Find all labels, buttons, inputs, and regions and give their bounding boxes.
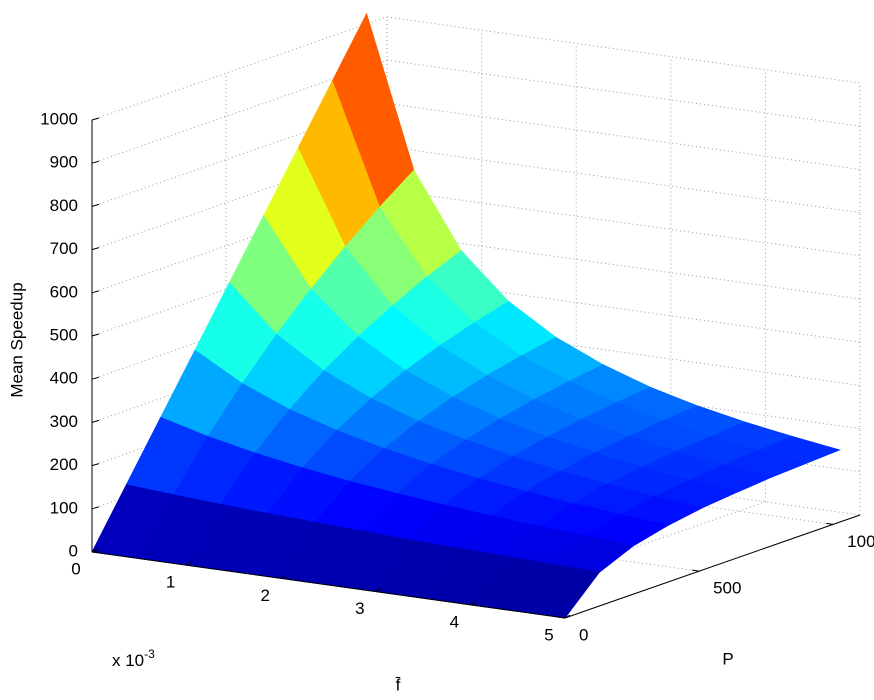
z-tick xyxy=(91,333,100,337)
y-tick-label: 1000 xyxy=(847,532,874,551)
x-tick-label: 4 xyxy=(450,612,459,631)
z-tick-label: 500 xyxy=(50,325,78,344)
z-tick xyxy=(91,160,100,164)
z-tick xyxy=(91,506,100,510)
x-multiplier: x 10-3 xyxy=(112,647,155,670)
z-tick-label: 100 xyxy=(50,498,78,517)
grid-line xyxy=(386,146,861,214)
grid-line xyxy=(386,16,861,84)
z-tick-label: 0 xyxy=(69,541,78,560)
x-tick xyxy=(91,548,98,553)
z-tick-label: 1000 xyxy=(40,109,78,128)
grid-line xyxy=(386,59,861,127)
y-axis-label: P xyxy=(722,649,733,668)
y-tick xyxy=(557,616,566,619)
x-axis-label: f̄ xyxy=(395,675,401,694)
z-tick xyxy=(91,290,100,294)
z-tick-label: 400 xyxy=(50,369,78,388)
z-tick xyxy=(91,203,100,207)
x-tick xyxy=(470,601,476,606)
z-tick xyxy=(91,463,100,467)
x-tick-label: 3 xyxy=(355,599,364,618)
x-multiplier-exponent: -3 xyxy=(144,647,155,661)
z-tick-label: 700 xyxy=(50,239,78,258)
x-tick-label: 2 xyxy=(260,586,269,605)
y-tick xyxy=(826,522,834,525)
x-tick xyxy=(280,574,287,579)
z-tick xyxy=(91,376,100,380)
z-tick xyxy=(91,117,100,121)
x-tick-label: 1 xyxy=(166,573,175,592)
z-tick xyxy=(91,419,100,423)
grid-line xyxy=(386,102,861,170)
y-tick xyxy=(692,569,700,572)
x-tick xyxy=(375,588,382,593)
x-multiplier-base: x 10 xyxy=(112,651,144,670)
x-tick-label: 0 xyxy=(71,559,80,578)
z-tick-label: 900 xyxy=(50,153,78,172)
y-tick-label: 0 xyxy=(579,625,588,644)
y-tick-label: 500 xyxy=(713,579,741,598)
grid-line xyxy=(91,16,388,121)
z-tick-label: 300 xyxy=(50,412,78,431)
z-tick-label: 200 xyxy=(50,455,78,474)
x-tick xyxy=(564,614,571,619)
z-axis-label: Mean Speedup xyxy=(7,282,26,397)
y-axis xyxy=(564,514,861,619)
axes: 0 100 200 300 400 500 600 700 800 900 1000 0 1 2 3 4 5 0 5… xyxy=(40,109,874,644)
surface xyxy=(91,12,841,619)
z-tick-label: 600 xyxy=(50,282,78,301)
z-tick xyxy=(91,247,100,251)
x-tick-label: 5 xyxy=(544,625,553,644)
x-tick xyxy=(186,561,192,566)
z-tick-label: 800 xyxy=(50,196,78,215)
x-axis xyxy=(91,551,566,619)
